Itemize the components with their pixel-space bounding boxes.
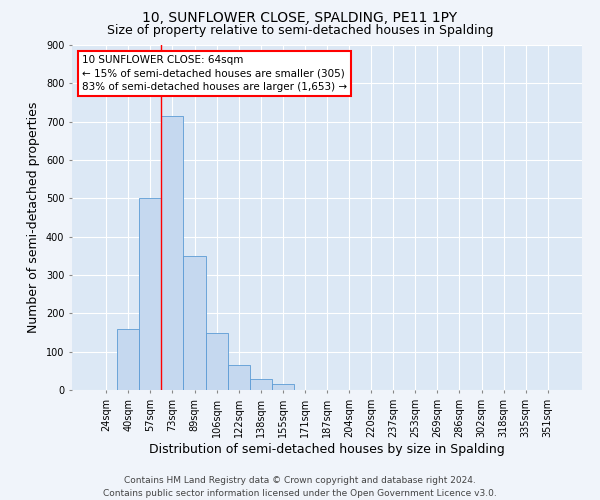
Bar <box>161 116 184 390</box>
Bar <box>272 384 294 390</box>
Bar <box>139 198 161 390</box>
Bar <box>250 380 272 390</box>
X-axis label: Distribution of semi-detached houses by size in Spalding: Distribution of semi-detached houses by … <box>149 442 505 456</box>
Bar <box>227 365 250 390</box>
Text: 10, SUNFLOWER CLOSE, SPALDING, PE11 1PY: 10, SUNFLOWER CLOSE, SPALDING, PE11 1PY <box>142 11 458 25</box>
Bar <box>206 332 227 390</box>
Y-axis label: Number of semi-detached properties: Number of semi-detached properties <box>28 102 40 333</box>
Bar <box>184 256 206 390</box>
Text: Contains HM Land Registry data © Crown copyright and database right 2024.
Contai: Contains HM Land Registry data © Crown c… <box>103 476 497 498</box>
Bar <box>117 328 139 390</box>
Text: Size of property relative to semi-detached houses in Spalding: Size of property relative to semi-detach… <box>107 24 493 37</box>
Text: 10 SUNFLOWER CLOSE: 64sqm
← 15% of semi-detached houses are smaller (305)
83% of: 10 SUNFLOWER CLOSE: 64sqm ← 15% of semi-… <box>82 56 347 92</box>
